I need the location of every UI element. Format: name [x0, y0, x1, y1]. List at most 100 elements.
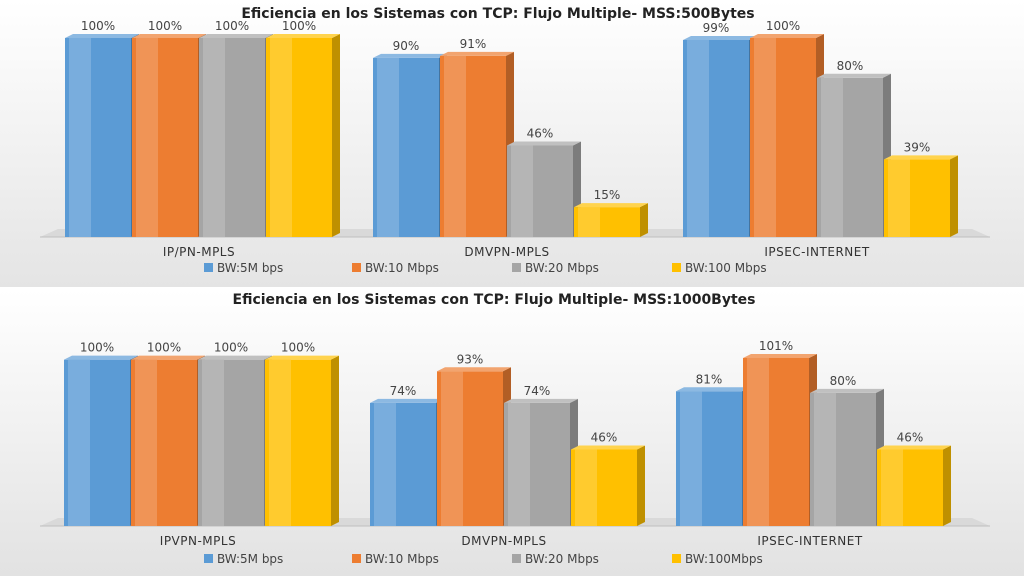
bar-side — [331, 355, 339, 526]
category-label: DMVPN-MPLS — [461, 534, 546, 548]
bar — [64, 355, 138, 526]
bar-highlight — [135, 359, 157, 526]
legend-swatch — [204, 554, 213, 563]
bar — [507, 141, 581, 237]
data-label: 101% — [759, 339, 793, 353]
bar — [266, 34, 340, 237]
data-label: 100% — [281, 341, 315, 355]
bar-highlight — [747, 358, 769, 526]
category-label: IPVPN-MPLS — [160, 534, 236, 548]
bar-top — [132, 34, 206, 38]
data-label: 46% — [527, 126, 554, 140]
data-label: 81% — [696, 372, 723, 386]
bar — [437, 367, 511, 526]
bar-highlight — [441, 371, 463, 526]
bar — [676, 387, 750, 526]
bar-highlight — [680, 391, 702, 526]
bar-top — [571, 445, 645, 450]
data-label: 91% — [460, 37, 487, 51]
bar-top — [199, 34, 273, 38]
bar-highlight — [377, 57, 399, 238]
legend-label: BW:5M bps — [217, 552, 283, 566]
bar-side — [943, 445, 951, 526]
bar-side — [950, 155, 958, 237]
bar — [131, 355, 205, 526]
bar-highlight — [687, 39, 709, 237]
bar-highlight — [202, 359, 224, 526]
bar-highlight — [69, 38, 91, 237]
bar-highlight — [821, 77, 843, 237]
bar-side — [637, 445, 645, 526]
bar — [877, 445, 951, 526]
category-label: IP/PN-MPLS — [163, 245, 235, 259]
bar — [574, 203, 648, 237]
bar — [743, 354, 817, 526]
bar — [683, 35, 757, 237]
bar-top — [574, 203, 648, 208]
data-label: 80% — [837, 59, 864, 73]
data-label: 15% — [594, 188, 621, 202]
legend-label: BW:10 Mbps — [365, 552, 439, 566]
bar-top — [440, 51, 514, 56]
chart-panel-mss-500: Eficiencia en los Sistemas con TCP: Fluj… — [0, 0, 1024, 290]
data-label: 100% — [81, 19, 115, 33]
bar-highlight — [508, 402, 530, 526]
bar-top — [437, 367, 511, 372]
legend-label: BW:100Mbps — [685, 552, 763, 566]
data-label: 100% — [147, 341, 181, 355]
data-label: 100% — [282, 19, 316, 33]
bar-top — [504, 398, 578, 403]
panel-divider — [0, 287, 1024, 291]
data-label: 90% — [393, 39, 420, 53]
bar — [884, 155, 958, 237]
legend-label: BW:20 Mbps — [525, 552, 599, 566]
data-label: 39% — [904, 140, 931, 154]
bar-highlight — [578, 207, 600, 237]
data-label: 93% — [457, 352, 484, 366]
bar-top — [743, 354, 817, 358]
bar-side — [640, 203, 648, 237]
bar — [370, 398, 444, 526]
bar-top — [676, 387, 750, 392]
data-label: 74% — [524, 384, 551, 398]
bar — [198, 355, 272, 526]
bar-top — [198, 355, 272, 360]
bar-highlight — [374, 402, 396, 526]
bar-highlight — [68, 359, 90, 526]
bar — [265, 355, 339, 526]
bar-highlight — [511, 145, 533, 237]
data-label: 100% — [766, 19, 800, 33]
bar-highlight — [270, 38, 292, 237]
legend-label: BW:20 Mbps — [525, 261, 599, 275]
legend-swatch — [512, 263, 521, 272]
legend-swatch — [352, 554, 361, 563]
bar — [199, 34, 273, 237]
bar-top — [817, 73, 891, 78]
chart-mss-500: Eficiencia en los Sistemas con TCP: Fluj… — [40, 6, 990, 275]
bar-highlight — [888, 159, 910, 237]
legend-swatch — [672, 263, 681, 272]
data-label: 100% — [215, 19, 249, 33]
legend-label: BW:10 Mbps — [365, 261, 439, 275]
data-label: 100% — [80, 341, 114, 355]
bar-top — [810, 388, 884, 393]
bar — [810, 388, 884, 526]
data-label: 100% — [148, 19, 182, 33]
data-label: 80% — [830, 374, 857, 388]
bar — [132, 34, 206, 237]
bar-top — [64, 355, 138, 360]
bar-top — [750, 34, 824, 38]
bar-highlight — [754, 38, 776, 237]
category-label: IPSEC-INTERNET — [757, 534, 863, 548]
legend-swatch — [352, 263, 361, 272]
bar — [65, 34, 139, 237]
bar-highlight — [814, 392, 836, 526]
bar-highlight — [444, 55, 466, 237]
bar — [750, 34, 824, 237]
category-label: DMVPN-MPLS — [464, 245, 549, 259]
data-label: 99% — [703, 21, 730, 35]
bar-highlight — [269, 359, 291, 526]
bar-top — [370, 398, 444, 403]
bar-top — [266, 34, 340, 38]
bar-top — [683, 35, 757, 40]
